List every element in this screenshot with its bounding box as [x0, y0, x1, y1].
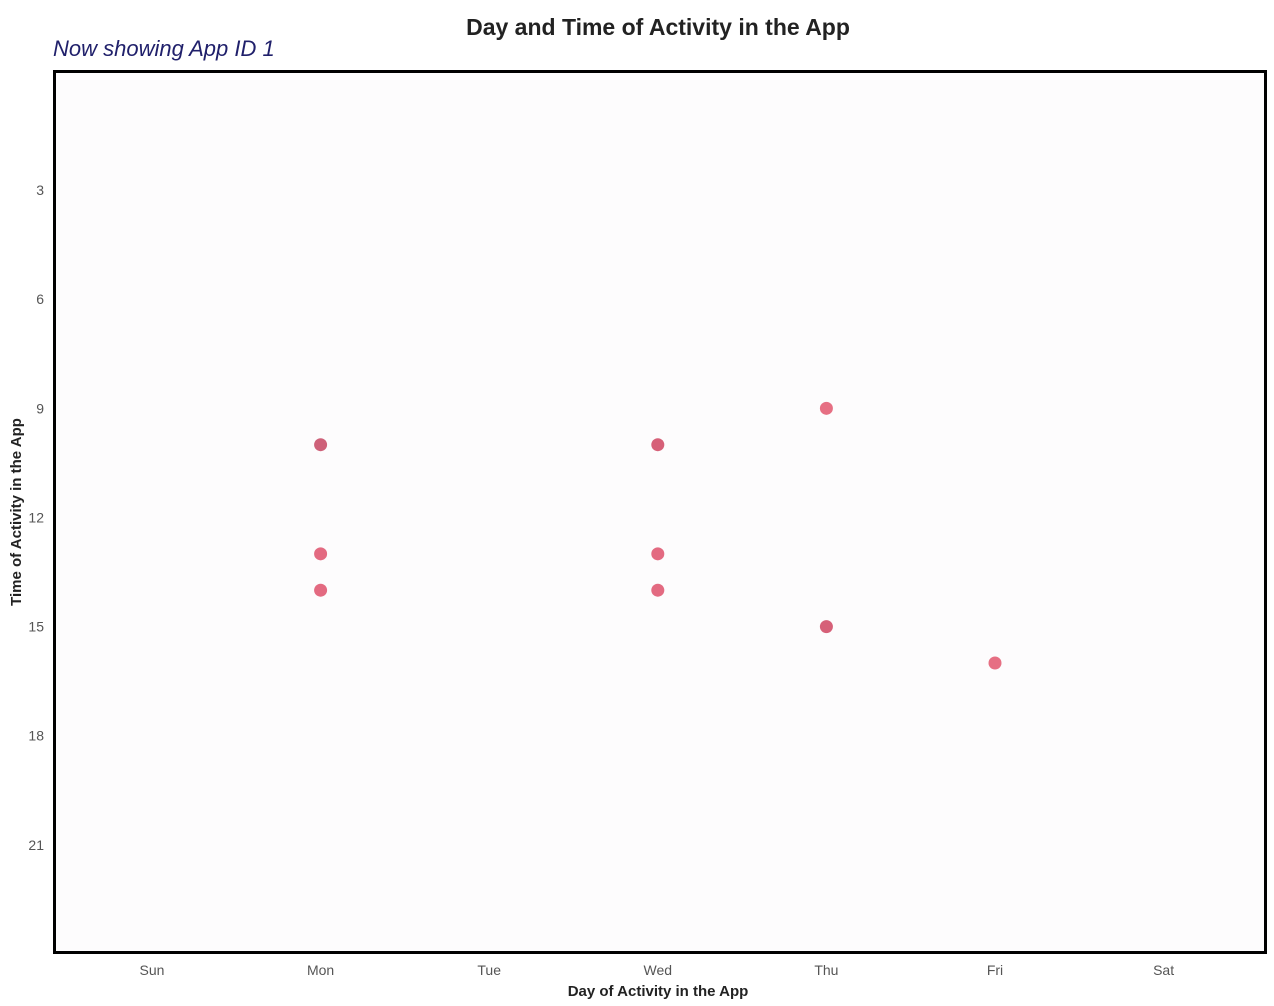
- x-tick-label: Wed: [644, 962, 673, 978]
- y-tick-label: 18: [28, 728, 44, 744]
- data-point: [988, 656, 1002, 670]
- y-tick-label: 3: [36, 182, 44, 198]
- data-point: [651, 583, 665, 597]
- data-point: [314, 547, 328, 561]
- y-tick-label: 12: [28, 509, 44, 525]
- x-tick-label: Mon: [307, 962, 334, 978]
- x-tick-label: Thu: [814, 962, 838, 978]
- y-axis-title: Time of Activity in the App: [8, 418, 25, 606]
- data-point: [314, 583, 328, 597]
- y-tick-label: 15: [28, 619, 44, 635]
- y-tick-label: 9: [36, 400, 44, 416]
- x-tick-label: Tue: [477, 962, 501, 978]
- chart-title: Day and Time of Activity in the App: [466, 14, 850, 40]
- data-point: [651, 438, 665, 452]
- x-tick-label: Sat: [1153, 962, 1174, 978]
- data-point: [314, 438, 328, 452]
- data-point: [819, 620, 833, 634]
- data-point: [651, 547, 665, 561]
- x-tick-label: Fri: [987, 962, 1003, 978]
- x-tick-label: Sun: [140, 962, 165, 978]
- x-axis-title: Day of Activity in the App: [568, 983, 749, 1000]
- y-axis-ticks: 3 6 9 12 15 18 21: [28, 182, 44, 853]
- y-tick-label: 6: [36, 291, 44, 307]
- y-tick-label: 21: [28, 837, 44, 853]
- plot-panel: [53, 70, 1267, 954]
- data-points: [314, 401, 1002, 670]
- x-axis-ticks: Sun Mon Tue Wed Thu Fri Sat: [140, 962, 1175, 978]
- data-point: [819, 401, 833, 415]
- chart-subtitle: Now showing App ID 1: [53, 36, 275, 61]
